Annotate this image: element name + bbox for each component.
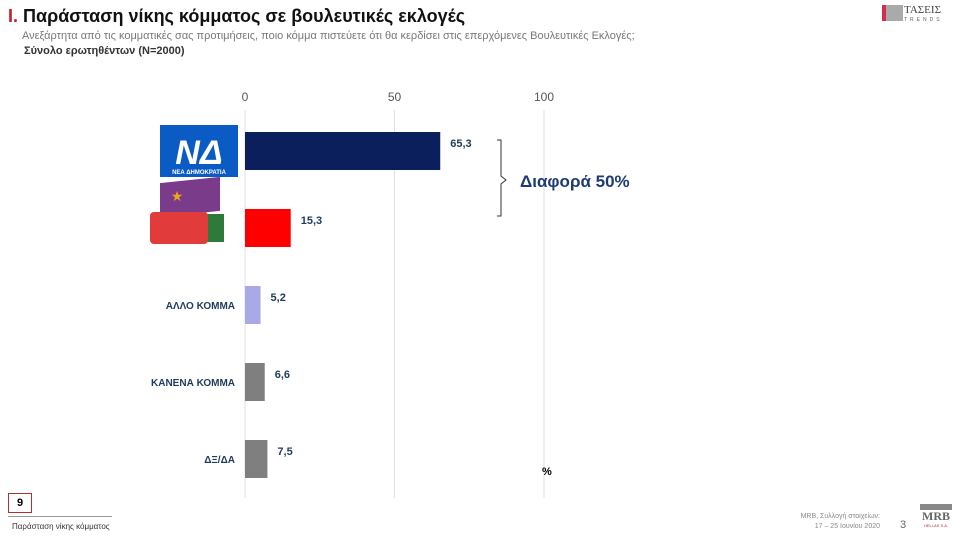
tick-label: 100 xyxy=(534,90,554,104)
slide-number: 3 xyxy=(900,519,907,531)
bar xyxy=(245,440,268,478)
star-icon: ★ xyxy=(171,188,184,204)
nd-logo-text: ΝΕΑ ΔΗΜΟΚΡΑΤΙΑ xyxy=(172,170,226,176)
data-label: 6,6 xyxy=(275,369,290,381)
bar xyxy=(245,286,261,324)
page-box: 9 xyxy=(8,493,32,513)
syriza-logo-flag xyxy=(150,212,208,244)
bar xyxy=(245,363,265,401)
data-label: 15,3 xyxy=(301,215,322,227)
taseis-trends-logo: ΤΑΣΕΙΣ TRENDS xyxy=(882,4,954,24)
category-label: ΑΛΛΟ ΚΟΜΜΑ xyxy=(166,301,235,312)
data-label: 65,3 xyxy=(450,138,471,150)
bar xyxy=(245,209,291,247)
mrb-logo: MRB HELLAS S.A. xyxy=(920,504,952,536)
tick-label: 50 xyxy=(388,90,402,104)
data-label: 5,2 xyxy=(271,292,286,304)
difference-annotation: Διαφορά 50% xyxy=(520,172,630,191)
sample-base: Σύνολο ερωτηθέντων (N=2000) xyxy=(24,45,185,57)
bar xyxy=(245,132,441,170)
divider xyxy=(8,516,112,517)
page-title: I. Παράσταση νίκης κόμματος σε βουλευτικ… xyxy=(8,6,466,26)
nd-logo-mark: ΝΔ xyxy=(175,134,222,172)
question-text: Ανεξάρτητα από τις κομματικές σας προτιμ… xyxy=(22,30,635,42)
syriza-logo-flag xyxy=(160,176,220,218)
difference-bracket xyxy=(497,139,507,217)
category-label: ΚΑΝΕΝΑ ΚΟΜΜΑ xyxy=(151,378,235,389)
category-label: ΔΞ/ΔΑ xyxy=(204,455,235,466)
unit-label: % xyxy=(542,466,552,478)
section-label: Παράσταση νίκης κόμματος xyxy=(12,522,110,531)
data-label: 7,5 xyxy=(277,446,292,458)
tick-label: 0 xyxy=(242,90,249,104)
nd-logo xyxy=(160,125,238,177)
source-note: MRB, Συλλογή στοιχείων: 17 – 25 Ιουνίου 2… xyxy=(800,513,880,530)
